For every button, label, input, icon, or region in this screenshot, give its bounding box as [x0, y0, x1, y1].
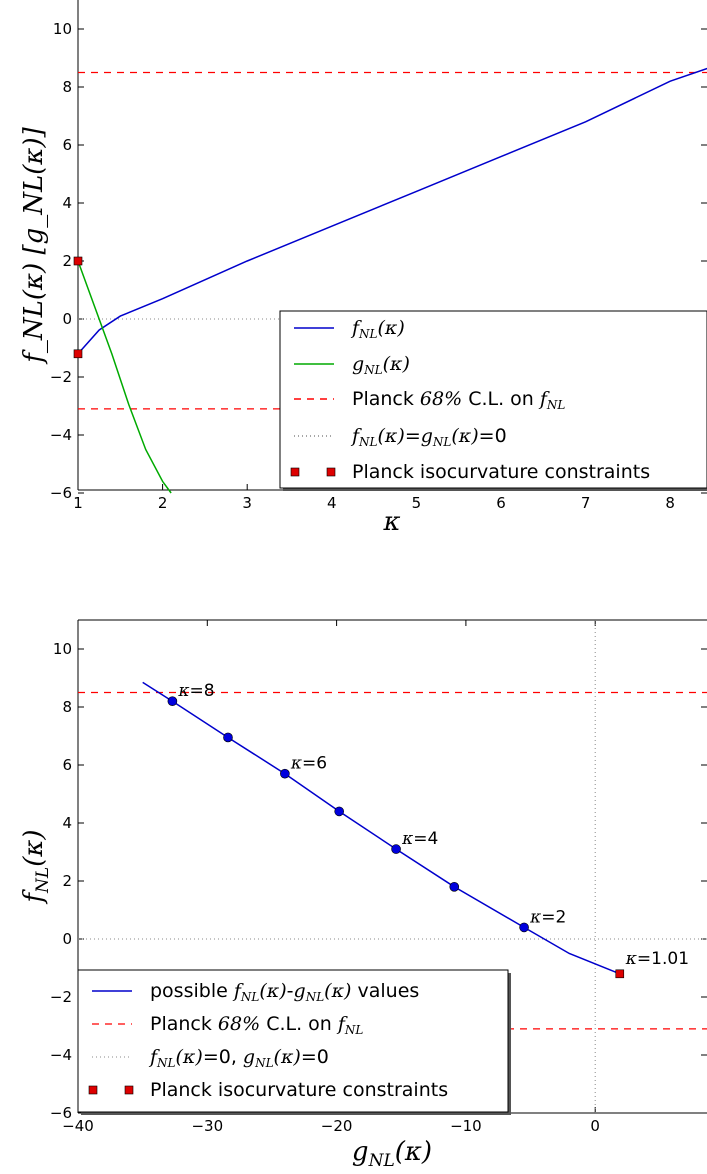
y-tick-label: 6 [62, 756, 72, 774]
x-tick-label: −30 [191, 1117, 223, 1135]
kappa-label: κ=4 [401, 829, 438, 849]
kappa-point [391, 844, 401, 854]
x-tick-label: 3 [242, 494, 252, 512]
kappa-point [223, 732, 233, 743]
y-axis-label: fNL(κ) [19, 829, 53, 904]
x-tick-label: −40 [62, 1117, 94, 1135]
x-tick-label: 2 [158, 494, 168, 512]
y-tick-label: −2 [50, 988, 72, 1006]
legend-label: fNL(κ)=0, gNL(κ)=0 [148, 1046, 329, 1070]
legend-marker [290, 467, 300, 477]
legend-box [77, 969, 509, 1113]
kappa-label: κ=8 [177, 681, 214, 701]
x-tick-label: 8 [665, 494, 675, 512]
x-tick-label: 6 [496, 494, 506, 512]
gnl-curve [77, 260, 172, 494]
legend-label: Planck 68% C.L. on fNL [150, 1013, 363, 1037]
x-axis-label: κ [382, 507, 400, 537]
isocurvature-marker [73, 256, 83, 266]
y-tick-label: 2 [62, 252, 72, 270]
legend-label: Planck isocurvature constraints [150, 1079, 448, 1101]
x-tick-label: 7 [581, 494, 591, 512]
legend-label: gNL(κ) [352, 353, 410, 377]
legend-label: Planck 68% C.L. on fNL [352, 388, 565, 412]
y-tick-label: −6 [50, 484, 72, 502]
kappa-label: κ=1.01 [625, 949, 689, 969]
x-tick-label: 5 [412, 494, 422, 512]
y-tick-label: 4 [62, 194, 72, 212]
y-tick-label: 4 [62, 814, 72, 832]
y-tick-label: 10 [53, 20, 72, 38]
y-tick-label: 0 [62, 930, 72, 948]
y-tick-label: 2 [62, 872, 72, 890]
isocurvature-marker [615, 969, 625, 979]
y-tick-label: 0 [62, 310, 72, 328]
kappa-point [449, 881, 460, 892]
y-tick-label: 6 [62, 136, 72, 154]
y-tick-label: −6 [50, 1104, 72, 1122]
x-tick-label: −10 [450, 1117, 482, 1135]
legend-label: Planck isocurvature constraints [352, 461, 650, 483]
kappa-label: κ=6 [290, 754, 327, 774]
y-tick-label: 8 [62, 698, 72, 716]
legend-marker [326, 467, 336, 477]
kappa-point [519, 922, 529, 933]
y-axis-label: f_NL(κ) [g_NL(κ)] [19, 126, 49, 364]
legend-marker [88, 1085, 98, 1095]
x-tick-label: −20 [321, 1117, 353, 1135]
legend-label: possible fNL(κ)-gNL(κ) values [150, 980, 419, 1004]
x-tick-label: 1 [73, 494, 83, 512]
legend-label: fNL(κ)=gNL(κ)=0 [350, 425, 507, 449]
y-tick-label: 8 [62, 78, 72, 96]
kappa-point [334, 806, 344, 817]
kappa-point [167, 696, 178, 707]
x-tick-label: 0 [590, 1117, 600, 1135]
legend-box [279, 310, 707, 489]
fnl-gnl-curve [142, 681, 621, 975]
y-tick-label: −4 [50, 1046, 72, 1064]
y-tick-label: 10 [53, 640, 72, 658]
x-axis-label: gNL(κ) [352, 1137, 432, 1171]
kappa-point [280, 768, 290, 779]
kappa-label: κ=2 [529, 907, 566, 927]
y-tick-label: −4 [50, 426, 72, 444]
y-tick-label: −2 [50, 368, 72, 386]
isocurvature-marker [73, 349, 83, 359]
legend-label: fNL(κ) [350, 317, 405, 341]
legend-marker [124, 1085, 134, 1095]
fnl-curve [77, 67, 707, 355]
x-tick-label: 4 [327, 494, 337, 512]
